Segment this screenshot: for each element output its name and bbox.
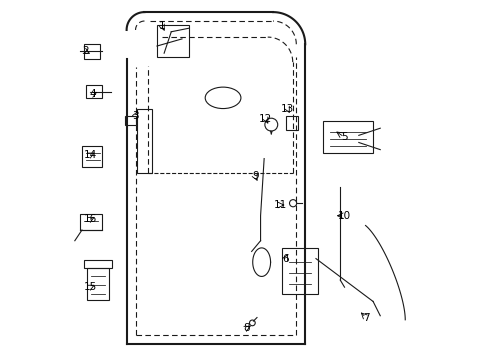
Text: 6: 6 [282,253,288,264]
Text: 15: 15 [83,282,97,292]
Text: 4: 4 [89,89,96,99]
Text: 7: 7 [362,312,368,323]
Bar [323,121,372,153]
Bar [157,24,189,57]
Text: 16: 16 [83,214,97,224]
Text: 3: 3 [132,111,139,121]
Text: 2: 2 [82,46,89,57]
Text: 8: 8 [243,323,249,333]
Bar [85,85,102,98]
Text: 5: 5 [341,132,347,142]
Text: 1: 1 [159,21,165,31]
Bar [82,146,102,167]
Bar [282,248,317,294]
Text: 10: 10 [337,211,350,221]
Bar [83,260,112,267]
Bar [124,116,135,125]
Bar [285,116,298,130]
Text: 11: 11 [273,200,286,210]
Text: 14: 14 [83,150,97,160]
Text: 13: 13 [280,104,293,113]
Bar [80,214,102,230]
Bar [83,44,100,59]
Bar [137,109,151,173]
Text: 9: 9 [251,171,258,181]
Text: 12: 12 [259,114,272,124]
Bar [87,267,108,300]
